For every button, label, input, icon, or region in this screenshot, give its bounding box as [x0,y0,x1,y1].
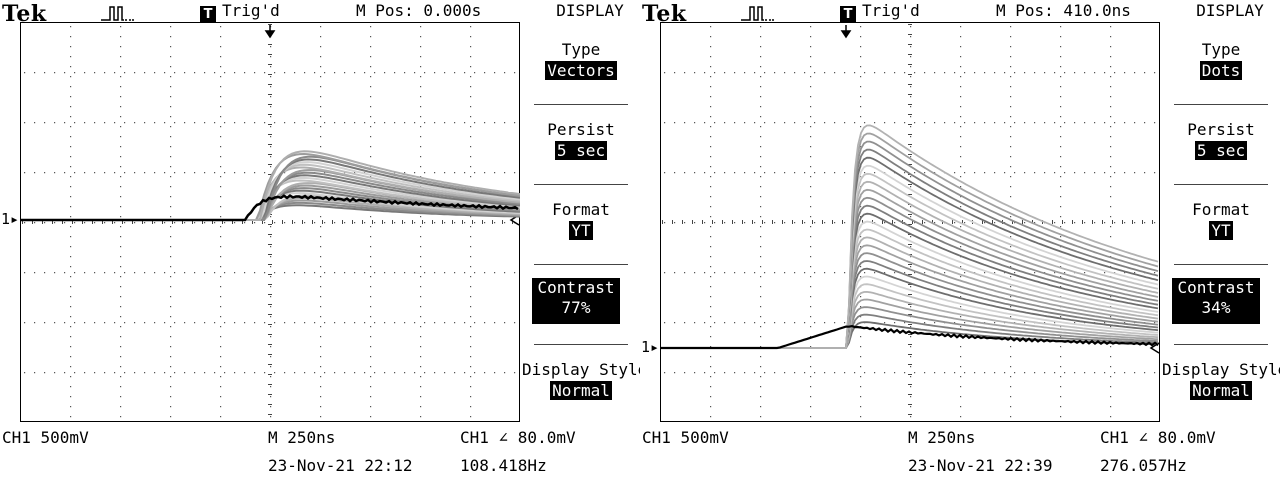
timebase: M 250ns [908,428,976,447]
trigger-status-text: Trig'd [222,1,280,20]
trigger-status: T Trig'd [200,1,280,23]
menu-type-label: Type [561,40,601,59]
trigger-level: CH1 ∠ 80.0mV [1100,428,1216,447]
scope-screen-left: Tek T Trig'd M Pos: 0.000s DISPLAY Type V… [1,1,640,475]
menu-contrast-value: 34% [1201,298,1231,317]
menu-contrast-label: Contrast [1177,278,1255,297]
menu-format-label: Format [1192,200,1250,219]
trigger-level: CH1 ∠ 80.0mV [460,428,576,447]
horizontal-position: M Pos: 0.000s [356,1,482,20]
display-menu: Type Vectors Persist 5 sec Format YT Con… [522,22,640,422]
waveform-graticule [660,22,1160,422]
channel-marker: 1▸ [641,338,660,356]
trigger-frequency: 108.418Hz [460,456,547,475]
live-trace [660,324,1159,350]
channel-marker: 1▸ [1,210,20,228]
menu-persist[interactable]: Persist 5 sec [1162,102,1280,182]
menu-type[interactable]: Type Dots [1162,22,1280,102]
waveform-traces [660,124,1159,350]
trigger-position-icon [840,25,852,39]
menu-divider [1174,104,1268,105]
menu-format-value: YT [569,221,593,240]
axis-ticks [662,24,1153,415]
menu-divider [534,184,628,185]
menu-persist[interactable]: Persist 5 sec [522,102,640,182]
menu-title: DISPLAY [556,1,624,20]
menu-format-value: YT [1209,221,1233,240]
live-trace [20,194,519,222]
trigger-badge-icon: T [840,6,856,23]
trigger-badge-icon: T [200,6,216,23]
waveform-traces [20,150,520,222]
menu-divider [1174,184,1268,185]
menu-contrast-value: 77% [561,298,591,317]
graticule-border [20,22,520,422]
menu-divider [534,104,628,105]
menu-format[interactable]: Format YT [1162,182,1280,262]
menu-type-label: Type [1201,40,1241,59]
waveform-graticule [20,22,520,422]
display-menu: Type Dots Persist 5 sec Format YT Contra… [1162,22,1280,422]
menu-display-style-label: Display Style [1162,360,1280,379]
menu-display-style[interactable]: Display Style Normal [522,342,640,422]
menu-persist-value: 5 sec [554,141,608,160]
acquisition-pulse-icon [741,6,774,21]
menu-persist-label: Persist [547,120,615,139]
menu-persist-label: Persist [1187,120,1255,139]
channel-scale: CH1 500mV [642,428,729,447]
menu-divider [534,264,628,265]
menu-divider [1174,264,1268,265]
timebase: M 250ns [268,428,336,447]
menu-format-label: Format [552,200,610,219]
menu-display-style-value: Normal [550,381,612,400]
horizontal-position: M Pos: 410.0ns [996,1,1131,20]
trigger-frequency: 276.057Hz [1100,456,1187,475]
date-time: 23-Nov-21 22:39 [908,456,1053,475]
menu-persist-value: 5 sec [1194,141,1248,160]
menu-contrast[interactable]: Contrast 77% [522,262,640,342]
menu-divider [1174,344,1268,345]
menu-type-value: Vectors [545,61,617,80]
menu-contrast-label: Contrast [537,278,615,297]
menu-display-style-value: Normal [1190,381,1252,400]
scope-screen-right: Tek T Trig'd M Pos: 410.0ns DISPLAY Type … [640,0,1280,480]
menu-display-style[interactable]: Display Style Normal [1162,342,1280,422]
persist-trace [660,164,1159,349]
channel-scale: CH1 500mV [2,428,89,447]
trigger-position-icon [264,25,276,39]
menu-type[interactable]: Type Vectors [522,22,640,102]
graticule-border [660,22,1160,422]
menu-format[interactable]: Format YT [522,182,640,262]
trigger-status: T Trig'd [840,1,920,23]
menu-divider [534,344,628,345]
trigger-status-text: Trig'd [862,1,920,20]
persist-trace [660,156,1159,349]
date-time: 23-Nov-21 22:12 [268,456,413,475]
menu-title: DISPLAY [1196,1,1264,20]
menu-display-style-label: Display Style [522,360,640,379]
menu-contrast[interactable]: Contrast 34% [1162,262,1280,342]
acquisition-pulse-icon [101,6,134,21]
persist-trace [660,267,1159,349]
menu-type-value: Dots [1199,61,1243,80]
